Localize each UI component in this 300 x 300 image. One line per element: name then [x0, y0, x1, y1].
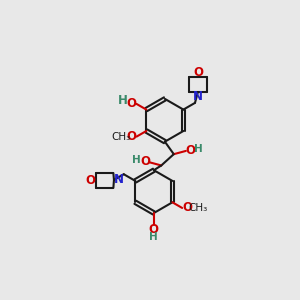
Text: H: H: [118, 94, 128, 107]
Text: H: H: [132, 155, 141, 165]
Text: N: N: [114, 173, 124, 186]
Text: O: O: [149, 223, 159, 236]
Text: H: H: [149, 232, 158, 242]
Text: O: O: [185, 144, 195, 157]
Text: O: O: [127, 97, 136, 110]
Text: O: O: [193, 66, 203, 79]
Text: O: O: [127, 130, 136, 143]
Text: CH₃: CH₃: [188, 203, 207, 213]
Text: CH₃: CH₃: [112, 132, 131, 142]
Text: N: N: [193, 90, 203, 103]
Text: H: H: [194, 144, 203, 154]
Text: O: O: [182, 202, 192, 214]
Text: O: O: [86, 174, 96, 187]
Text: O: O: [140, 155, 150, 168]
